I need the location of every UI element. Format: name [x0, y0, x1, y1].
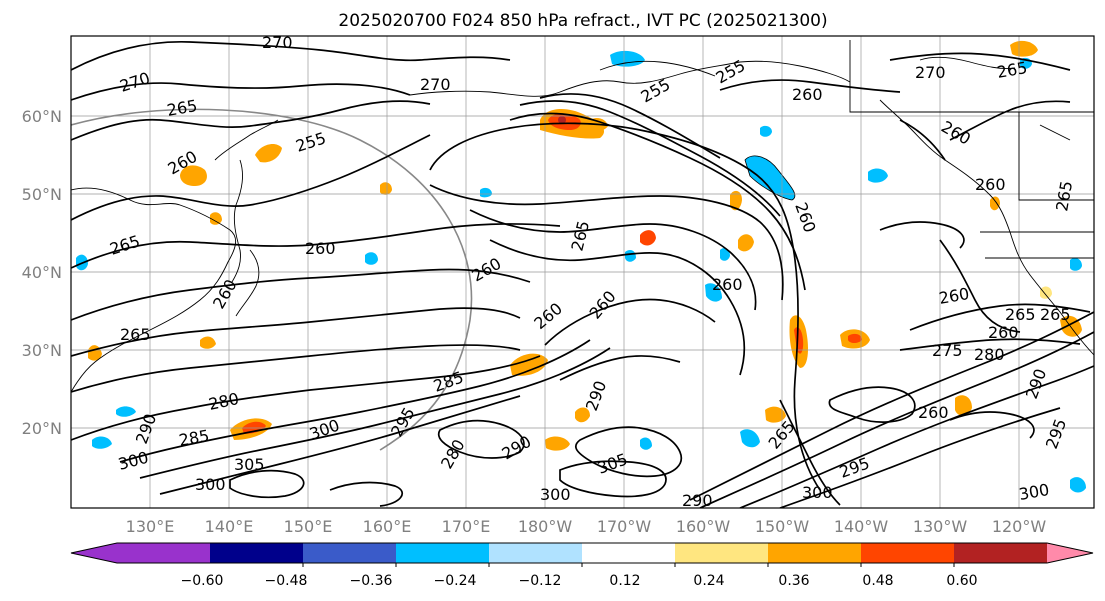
lon-label: 150°E — [284, 517, 333, 536]
colorbar-cell — [210, 543, 304, 563]
negative-anomaly-shading — [76, 50, 1086, 493]
colorbar-outline — [70, 542, 1094, 564]
contour-label: 260 — [975, 175, 1006, 194]
contour-label: 270 — [262, 33, 293, 52]
colorbar-label: −0.48 — [265, 573, 308, 589]
lon-label: 140°E — [205, 517, 254, 536]
colorbar-label: −0.60 — [181, 573, 224, 589]
contour-label: 270 — [915, 63, 946, 82]
contour-label: 260 — [305, 239, 336, 258]
contour-label: 260 — [792, 85, 823, 104]
lat-label: 40°N — [22, 263, 62, 282]
contour-label: 275 — [932, 341, 963, 360]
contour-label: 265 — [1005, 305, 1036, 324]
colorbar-label: 0.24 — [693, 573, 724, 589]
colorbar-label: 0.48 — [862, 573, 893, 589]
contour-label: 305 — [234, 455, 265, 474]
lat-label: 20°N — [22, 419, 62, 438]
colorbar-extension-low — [71, 543, 210, 563]
latitude-labels: 60°N 50°N 40°N 30°N 20°N — [22, 107, 62, 438]
colorbar-cell — [768, 543, 862, 563]
contour-label: 260 — [918, 403, 949, 422]
contour-label: 270 — [420, 75, 451, 94]
lat-label: 30°N — [22, 341, 62, 360]
map-panel: 270 270 265 255 260 260 265 260 265 260 … — [71, 33, 1094, 510]
contour-label: 265 — [1040, 305, 1071, 324]
contour-label: 300 — [540, 485, 571, 504]
graticule — [71, 36, 1094, 508]
colorbar-cell — [675, 543, 769, 563]
longitude-labels: 130°E 140°E 150°E 160°E 170°E 180°W 170°… — [126, 517, 1047, 536]
contour-label: 300 — [195, 475, 226, 494]
contour-label: 290 — [682, 491, 713, 510]
coastlines — [71, 40, 1094, 393]
colorbar-cell — [582, 543, 676, 563]
contour-label: 300 — [802, 483, 833, 502]
lon-label: 140°W — [834, 517, 889, 536]
colorbar-labels: −0.60 −0.48 −0.36 −0.24 −0.12 0.12 0.24 … — [181, 573, 978, 589]
map-title: 2025020700 F024 850 hPa refract., IVT PC… — [338, 11, 827, 31]
lon-label: 130°E — [126, 517, 175, 536]
lon-label: 170°E — [442, 517, 491, 536]
lon-label: 160°W — [676, 517, 731, 536]
lat-label: 60°N — [22, 107, 62, 126]
lon-label: 160°E — [363, 517, 412, 536]
colorbar-label: −0.12 — [519, 573, 562, 589]
colorbar-segments — [71, 543, 1093, 563]
colorbar-cell — [861, 543, 955, 563]
contour-label: 265 — [120, 325, 151, 344]
lon-label: 170°W — [597, 517, 652, 536]
colorbar-cell — [954, 543, 1048, 563]
positive-anomaly-shading — [88, 40, 1082, 451]
lon-label: 180°W — [518, 517, 573, 536]
contour-label: 260 — [712, 275, 743, 294]
colorbar: −0.60 −0.48 −0.36 −0.24 −0.12 0.12 0.24 … — [70, 542, 1094, 589]
colorbar-cell — [303, 543, 397, 563]
map-frame — [70, 35, 1095, 509]
colorbar-ticks — [302, 563, 955, 567]
colorbar-extension-high — [1047, 543, 1093, 563]
colorbar-cell — [396, 543, 490, 563]
colorbar-label: 0.36 — [778, 573, 809, 589]
lon-label: 120°W — [992, 517, 1047, 536]
colorbar-label: −0.24 — [434, 573, 477, 589]
colorbar-label: 0.12 — [609, 573, 640, 589]
contours — [71, 40, 1094, 508]
contour-label: 280 — [974, 345, 1005, 364]
lon-label: 130°W — [913, 517, 968, 536]
lon-label: 150°W — [755, 517, 810, 536]
reference-circle — [71, 108, 473, 451]
colorbar-label: −0.36 — [350, 573, 393, 589]
colorbar-cell — [489, 543, 583, 563]
contour-label: 260 — [988, 323, 1019, 342]
lat-label: 50°N — [22, 185, 62, 204]
colorbar-label: 0.60 — [946, 573, 977, 589]
